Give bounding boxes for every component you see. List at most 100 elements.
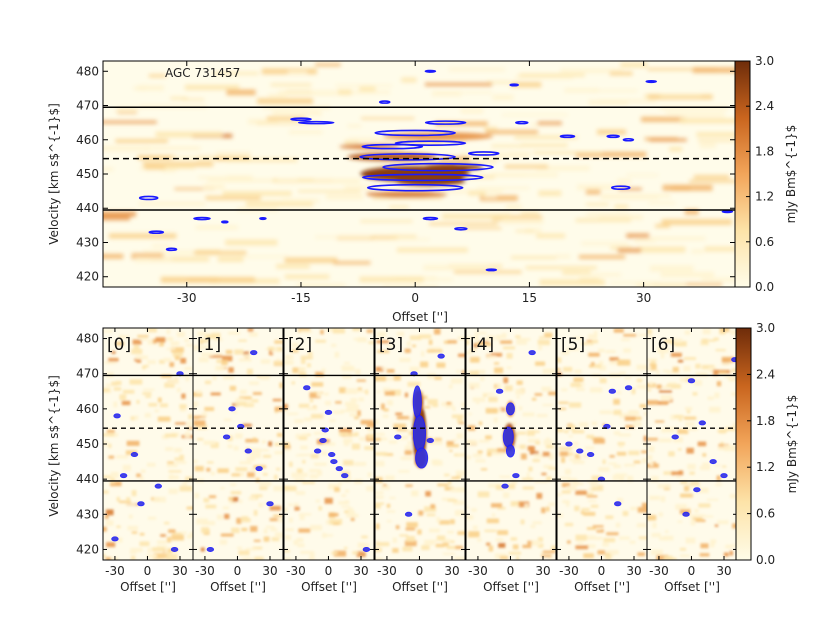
noise-speck xyxy=(382,387,391,394)
noise-speck xyxy=(304,417,312,422)
noise-speck xyxy=(381,403,385,410)
noise-streak xyxy=(109,233,177,239)
noise-speck xyxy=(433,460,443,466)
noise-speck xyxy=(360,419,374,425)
noise-speck xyxy=(268,482,273,485)
noise-speck xyxy=(404,540,417,547)
noise-speck xyxy=(112,535,118,538)
noise-speck xyxy=(510,537,518,541)
noise-speck xyxy=(300,550,313,554)
noise-streak xyxy=(514,135,578,140)
noise-streak xyxy=(536,233,565,239)
noise-speck xyxy=(599,410,612,415)
noise-speck xyxy=(167,549,173,554)
noise-speck xyxy=(106,429,115,433)
noise-speck xyxy=(590,387,603,393)
noise-speck xyxy=(619,476,624,479)
noise-speck xyxy=(636,523,647,528)
noise-speck xyxy=(105,509,114,516)
contour xyxy=(359,153,456,161)
noise-streak xyxy=(266,116,306,121)
panel-contours xyxy=(565,385,633,507)
noise-speck xyxy=(324,392,329,396)
noise-speck xyxy=(174,448,182,453)
noise-speck xyxy=(179,454,185,461)
noise-streak xyxy=(139,201,206,206)
channel-panel: [6] -30 0 30 Offset [''] xyxy=(646,327,738,594)
noise-speck xyxy=(539,336,544,339)
noise-speck xyxy=(276,358,280,362)
noise-streak xyxy=(448,67,505,72)
noise-streak xyxy=(626,233,650,238)
noise-speck xyxy=(293,503,299,508)
noise-speck xyxy=(128,514,133,519)
noise-speck xyxy=(651,549,663,556)
noise-speck xyxy=(324,401,332,406)
noise-speck xyxy=(356,390,368,393)
noise-speck xyxy=(130,548,143,552)
noise-speck xyxy=(643,411,647,416)
noise-streak xyxy=(617,178,631,184)
noise-speck xyxy=(566,485,577,491)
noise-speck xyxy=(699,553,710,557)
noise-speck xyxy=(451,414,464,419)
noise-speck xyxy=(167,461,174,464)
noise-speck xyxy=(352,328,361,332)
noise-speck xyxy=(468,412,472,416)
noise-speck xyxy=(376,340,390,344)
noise-speck xyxy=(531,397,537,401)
noise-speck xyxy=(397,435,409,440)
noise-speck xyxy=(393,423,407,429)
noise-speck xyxy=(647,400,659,405)
noise-speck xyxy=(684,406,693,411)
noise-speck xyxy=(454,510,465,516)
noise-speck xyxy=(201,412,208,417)
noise-speck xyxy=(591,485,604,491)
noise-speck xyxy=(591,362,595,366)
noise-speck xyxy=(677,520,683,523)
noise-speck xyxy=(673,437,683,443)
noise-speck xyxy=(193,391,203,397)
noise-speck xyxy=(247,448,261,454)
noise-speck xyxy=(269,349,274,356)
noise-streak xyxy=(315,236,371,239)
x-tick-label: -30 xyxy=(377,564,397,578)
noise-speck xyxy=(675,504,687,510)
noise-speck xyxy=(675,475,682,478)
noise-speck xyxy=(201,352,213,357)
noise-streak xyxy=(480,195,518,201)
noise-speck xyxy=(561,482,571,488)
noise-speck xyxy=(562,500,570,504)
noise-speck xyxy=(618,536,630,540)
noise-streak xyxy=(134,257,173,263)
noise-streak xyxy=(521,143,568,147)
noise-speck xyxy=(531,430,540,433)
noise-speck xyxy=(633,460,641,464)
noise-speck xyxy=(321,451,328,456)
noise-speck xyxy=(457,531,465,535)
noise-speck xyxy=(189,532,193,538)
noise-speck xyxy=(176,331,186,337)
noise-speck xyxy=(159,403,168,408)
noise-speck xyxy=(636,364,647,370)
noise-speck xyxy=(660,400,670,404)
noise-speck xyxy=(670,352,682,357)
noise-speck xyxy=(485,342,492,347)
noise-speck xyxy=(677,428,689,434)
top-colorbar-label: mJy Bm$^{-1}$ xyxy=(784,125,798,224)
noise-speck xyxy=(637,552,646,557)
panel-x-label: Offset [''] xyxy=(301,580,357,594)
noise-speck xyxy=(111,351,116,354)
noise-speck xyxy=(196,518,208,525)
noise-speck xyxy=(143,388,155,391)
noise-speck xyxy=(338,481,342,487)
noise-speck xyxy=(684,330,691,335)
noise-speck xyxy=(334,351,340,358)
y-tick-label: 450 xyxy=(76,167,99,181)
noise-speck xyxy=(284,448,292,451)
noise-speck xyxy=(558,401,569,404)
noise-speck xyxy=(690,481,700,486)
noise-speck xyxy=(115,341,124,346)
noise-speck xyxy=(291,381,296,385)
noise-speck xyxy=(309,392,321,399)
